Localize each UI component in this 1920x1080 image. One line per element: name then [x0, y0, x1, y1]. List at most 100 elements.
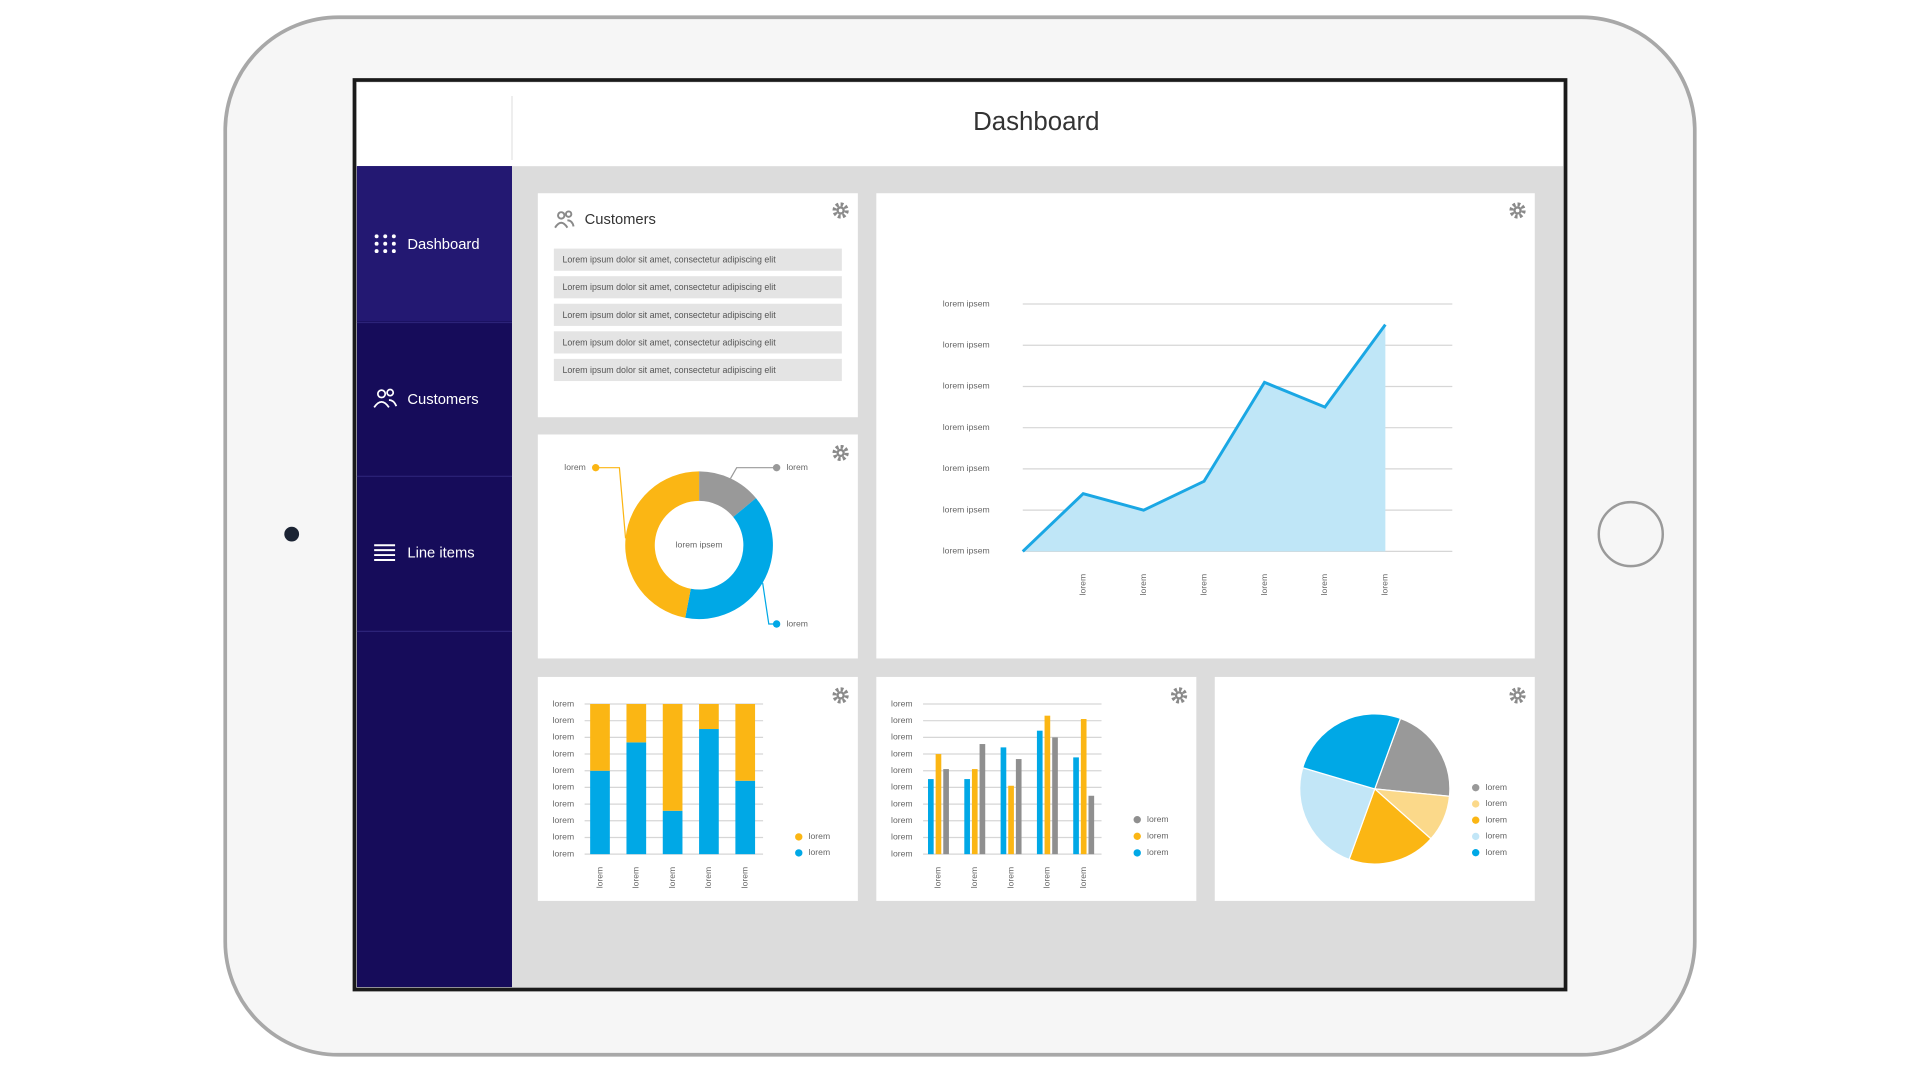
- legend-label: lorem: [1486, 831, 1508, 841]
- x-tick-label: lorem: [933, 867, 943, 889]
- settings-icon[interactable]: [1509, 202, 1526, 219]
- bar: [1073, 757, 1079, 855]
- bar: [1052, 737, 1058, 855]
- y-tick-label: lorem: [891, 815, 913, 825]
- customer-row[interactable]: [553, 358, 842, 382]
- leader-line: [729, 467, 777, 479]
- x-tick-label: lorem: [631, 867, 641, 889]
- line: [1021, 323, 1387, 553]
- bar-segment: [662, 810, 683, 855]
- bar-segment: [590, 770, 610, 855]
- donut-segment: [699, 471, 756, 517]
- leader-dot: [772, 620, 781, 628]
- settings-icon[interactable]: [832, 202, 849, 219]
- legend-label: lorem: [1486, 798, 1508, 808]
- bar: [935, 754, 942, 855]
- legend-label: lorem: [1147, 814, 1169, 824]
- customer-row[interactable]: [553, 276, 842, 299]
- y-tick-label: lorem: [891, 765, 913, 775]
- customer-row[interactable]: [553, 248, 842, 271]
- bar: [1008, 785, 1014, 855]
- x-tick-label: lorem: [1077, 574, 1087, 596]
- x-tick-label: lorem: [1138, 574, 1148, 596]
- y-tick-label: lorem: [553, 748, 575, 758]
- legend-swatch: [1472, 816, 1480, 824]
- y-tick-label: lorem ipsem: [943, 463, 990, 473]
- legend-swatch: [1133, 832, 1141, 840]
- y-tick-label: lorem: [891, 832, 913, 842]
- settings-icon-hole: [1515, 208, 1520, 213]
- bar-segment: [699, 704, 719, 730]
- legend-label: lorem: [1147, 847, 1169, 857]
- x-tick-label: lorem: [969, 867, 979, 889]
- bar-segment: [590, 704, 610, 771]
- nav-item-active[interactable]: [356, 166, 512, 322]
- legend-swatch: [1472, 848, 1480, 857]
- leader-dot: [772, 464, 781, 472]
- y-tick-label: lorem: [891, 748, 913, 758]
- customer-row[interactable]: [553, 303, 842, 326]
- camera: [284, 526, 300, 542]
- bar-segment: [735, 780, 756, 855]
- donut-center-label: lorem ipsem: [676, 540, 723, 550]
- settings-icon[interactable]: [1509, 687, 1526, 704]
- y-tick-label: lorem: [553, 765, 575, 775]
- legend-swatch: [1133, 849, 1141, 857]
- customers-icon: [373, 388, 398, 408]
- bar: [928, 779, 934, 855]
- settings-icon[interactable]: [832, 444, 849, 462]
- line-items-icon: [374, 544, 396, 561]
- bar: [979, 744, 986, 855]
- customer-row-text: Lorem ipsum dolor sit amet, consectetur …: [562, 365, 776, 375]
- y-tick-label: lorem: [553, 715, 575, 725]
- nav-label[interactable]: Line items: [407, 546, 474, 562]
- settings-icon-hole: [838, 693, 843, 698]
- customer-rows: Lorem ipsum dolor sit amet, consectetur …: [553, 248, 842, 382]
- customer-row-text: Lorem ipsum dolor sit amet, consectetur …: [562, 282, 776, 292]
- x-tick-label: lorem: [1198, 574, 1208, 596]
- y-tick-label: lorem ipsem: [943, 546, 990, 556]
- customer-row[interactable]: [553, 331, 842, 354]
- x-tick-label: lorem: [740, 867, 750, 889]
- bar: [1036, 730, 1043, 855]
- bar: [1080, 719, 1087, 855]
- card: [876, 676, 1197, 901]
- donut-label: lorem: [786, 462, 808, 472]
- y-tick-label: lorem: [553, 832, 575, 842]
- donut-label: lorem: [564, 462, 586, 472]
- y-tick-label: lorem ipsem: [943, 504, 990, 514]
- legend-label: lorem: [809, 831, 831, 841]
- y-tick-label: lorem ipsem: [943, 298, 990, 308]
- settings-icon-hole: [838, 208, 843, 213]
- customer-row-text: Lorem ipsum dolor sit amet, consectetur …: [562, 255, 776, 265]
- settings-icon[interactable]: [832, 687, 849, 704]
- bar: [1015, 759, 1022, 855]
- donut-label: lorem: [786, 618, 808, 628]
- nav-label[interactable]: Customers: [407, 392, 478, 408]
- donut-segment: [685, 498, 773, 620]
- y-tick-label: lorem ipsem: [943, 422, 990, 432]
- x-tick-label: lorem: [1005, 867, 1015, 889]
- bar-segment: [699, 729, 719, 855]
- x-tick-label: lorem: [1319, 574, 1329, 596]
- header-title: Dashboard: [973, 108, 1099, 136]
- y-tick-label: lorem ipsem: [943, 381, 990, 391]
- bar: [1000, 747, 1007, 855]
- legend-swatch: [1472, 832, 1480, 841]
- legend-label: lorem: [1147, 831, 1169, 841]
- customers-title: Customers: [585, 212, 656, 228]
- settings-icon[interactable]: [1170, 687, 1188, 704]
- pie-slice: [1299, 766, 1376, 861]
- card: [876, 193, 1535, 659]
- nav-label[interactable]: Dashboard: [407, 237, 479, 253]
- legend-label: lorem: [1486, 847, 1508, 857]
- customers-card-icon: [554, 210, 575, 229]
- x-tick-label: lorem: [1259, 574, 1269, 596]
- x-tick-label: lorem: [1042, 867, 1052, 889]
- home-button[interactable]: [1597, 500, 1665, 568]
- legend-label: lorem: [809, 847, 831, 857]
- bar-segment: [626, 704, 647, 743]
- y-tick-label: lorem: [891, 715, 913, 725]
